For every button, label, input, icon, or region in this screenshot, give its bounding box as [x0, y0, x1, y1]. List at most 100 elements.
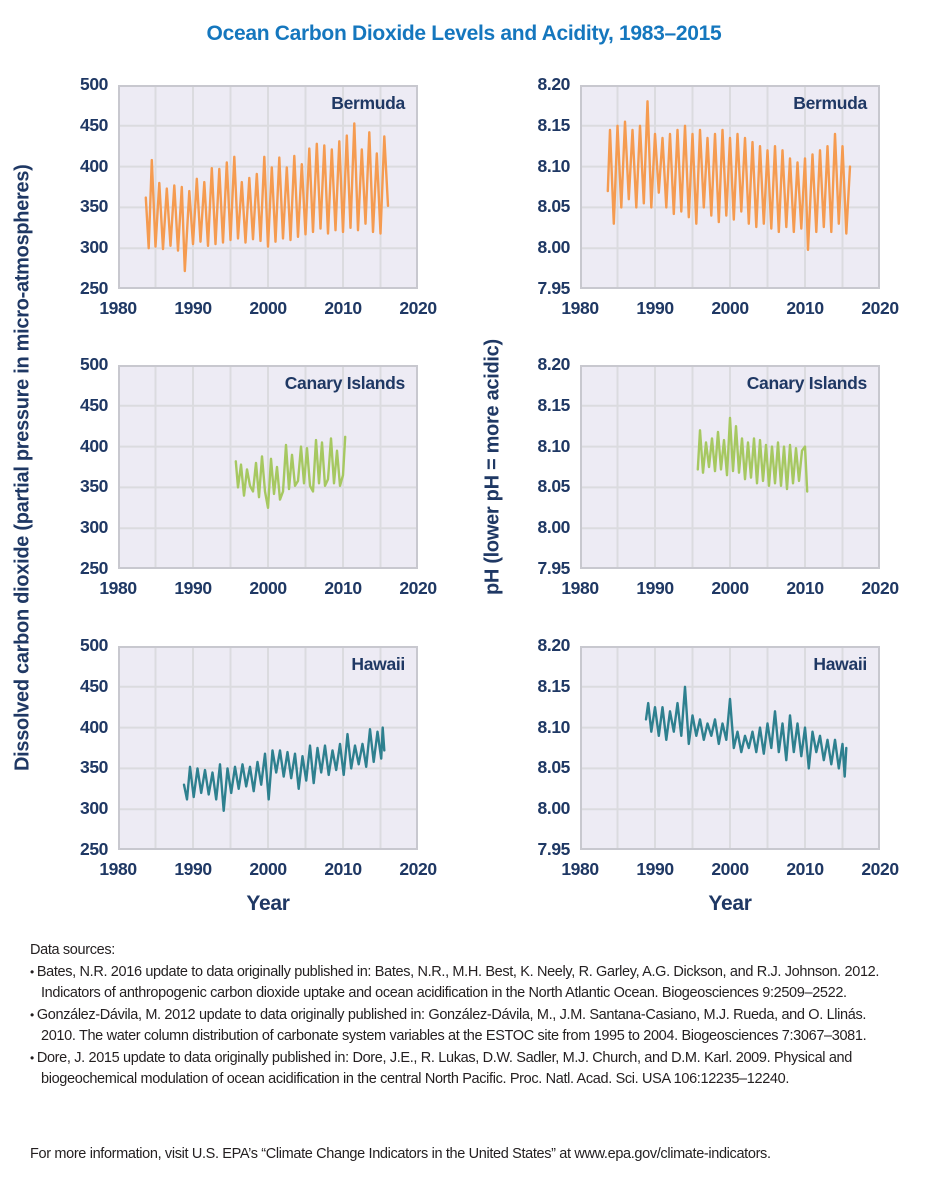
figure-title: Ocean Carbon Dioxide Levels and Acidity,… [206, 22, 722, 45]
left-y-axis-label: Dissolved carbon dioxide (partial pressu… [11, 164, 34, 771]
x-tick-label: 1980 [99, 859, 137, 879]
data-line [696, 416, 809, 493]
site-label: Canary Islands [284, 373, 406, 393]
y-tick-label: 300 [80, 517, 108, 538]
y-tick-label: 8.10 [537, 435, 571, 456]
y-tick-label: 500 [80, 74, 108, 94]
x-tick-label: 2000 [249, 859, 287, 879]
y-tick-label: 450 [80, 114, 108, 135]
site-label: Bermuda [331, 93, 405, 113]
right-y-axis-label: pH (lower pH = more acidic) [481, 339, 504, 596]
y-tick-label: 400 [80, 155, 108, 176]
x-tick-label: 2020 [399, 578, 437, 598]
y-tick-label: 8.05 [537, 476, 571, 497]
y-tick-label: 250 [80, 839, 108, 859]
y-tick-label: 8.00 [537, 798, 571, 819]
y-tick-label: 350 [80, 757, 108, 778]
y-tick-label: 8.10 [537, 716, 571, 737]
y-tick-label: 8.10 [537, 155, 571, 176]
data-line [144, 122, 390, 273]
site-label: Hawaii [351, 654, 405, 674]
y-tick-label: 8.15 [537, 675, 571, 696]
site-label: Hawaii [813, 654, 867, 674]
y-tick-label: 500 [80, 635, 108, 655]
chart-canvas [580, 646, 880, 850]
chart-hawaii-ph: 7.95 8.00 8.05 8.10 8.15 8.20 1980 1990 2000 2010… [538, 635, 900, 879]
y-tick-label: 7.95 [537, 839, 571, 859]
plot-border [580, 365, 880, 569]
x-tick-label: 1990 [174, 859, 212, 879]
x-tick-label: 2010 [324, 578, 362, 598]
data-line [182, 726, 386, 813]
source-citation: Dore, J. 2015 update to data originally … [30, 1048, 902, 1091]
y-tick-label: 500 [80, 354, 108, 374]
plot-border [118, 365, 418, 569]
x-tick-label: 2010 [324, 298, 362, 318]
source-citation: González-Dávila, M. 2012 update to data … [30, 1005, 902, 1048]
y-tick-label: 8.20 [537, 635, 571, 655]
y-tick-label: 8.05 [537, 757, 571, 778]
data-sources-block: Data sources: Bates, N.R. 2016 update to… [30, 940, 902, 1091]
data-line [234, 435, 347, 510]
chart-canary-co2: 250 300 350 400 450 500 1980 1990 2000 2010 2020 Ca… [80, 354, 437, 598]
y-tick-label: 400 [80, 716, 108, 737]
x-tick-label: 2010 [324, 859, 362, 879]
y-tick-label: 300 [80, 237, 108, 258]
y-tick-label: 8.20 [537, 354, 571, 374]
y-tick-label: 8.05 [537, 196, 571, 217]
site-label: Bermuda [793, 93, 867, 113]
y-tick-label: 250 [80, 558, 108, 578]
x-tick-label: 1980 [561, 578, 599, 598]
site-label: Canary Islands [746, 373, 868, 393]
chart-canvas [580, 85, 880, 289]
x-tick-label: 2010 [786, 298, 824, 318]
y-tick-label: 250 [80, 278, 108, 298]
chart-bermuda-ph: 7.95 8.00 8.05 8.10 8.15 8.20 1980 1990 2000 2010… [538, 74, 900, 318]
x-tick-label: 1990 [636, 859, 674, 879]
x-tick-label: 2000 [249, 578, 287, 598]
x-tick-label: 1980 [99, 298, 137, 318]
y-tick-label: 8.00 [537, 517, 571, 538]
x-tick-label: 2000 [711, 859, 749, 879]
data-line [644, 685, 848, 778]
source-citation: Bates, N.R. 2016 update to data original… [30, 962, 902, 1005]
x-tick-label: 2010 [786, 859, 824, 879]
x-tick-label: 1980 [561, 298, 599, 318]
plot-border [580, 646, 880, 850]
data-line [606, 100, 852, 252]
plot-border [580, 85, 880, 289]
chart-canary-ph: 7.95 8.00 8.05 8.10 8.15 8.20 1980 1990 2000 2010… [538, 354, 900, 598]
plot-border [118, 646, 418, 850]
y-tick-label: 300 [80, 798, 108, 819]
x-tick-label: 2020 [861, 859, 899, 879]
x-tick-label: 1980 [99, 578, 137, 598]
chart-canvas [118, 365, 418, 569]
x-axis-label-left: Year [246, 892, 290, 915]
chart-bermuda-co2: 250 300 350 400 450 500 1980 1990 2000 2010 2020 Be… [80, 74, 437, 318]
x-tick-label: 1990 [636, 298, 674, 318]
y-tick-label: 7.95 [537, 558, 571, 578]
y-tick-label: 8.20 [537, 74, 571, 94]
x-tick-label: 1990 [636, 578, 674, 598]
x-tick-label: 2020 [861, 298, 899, 318]
chart-canvas [580, 365, 880, 569]
x-tick-label: 2000 [711, 578, 749, 598]
x-axis-label-right: Year [708, 892, 752, 915]
chart-canvas [118, 85, 418, 289]
data-sources-heading: Data sources: [30, 942, 115, 958]
y-tick-label: 350 [80, 196, 108, 217]
chart-hawaii-co2: 250 300 350 400 450 500 1980 1990 2000 2010 2020 Ha… [80, 635, 437, 879]
x-tick-label: 2000 [711, 298, 749, 318]
chart-canvas [118, 646, 418, 850]
y-tick-label: 8.00 [537, 237, 571, 258]
y-tick-label: 8.15 [537, 114, 571, 135]
y-tick-label: 450 [80, 675, 108, 696]
x-tick-label: 2020 [861, 578, 899, 598]
x-tick-label: 1990 [174, 298, 212, 318]
y-tick-label: 8.15 [537, 394, 571, 415]
x-tick-label: 2000 [249, 298, 287, 318]
y-tick-label: 400 [80, 435, 108, 456]
y-tick-label: 450 [80, 394, 108, 415]
x-tick-label: 1990 [174, 578, 212, 598]
